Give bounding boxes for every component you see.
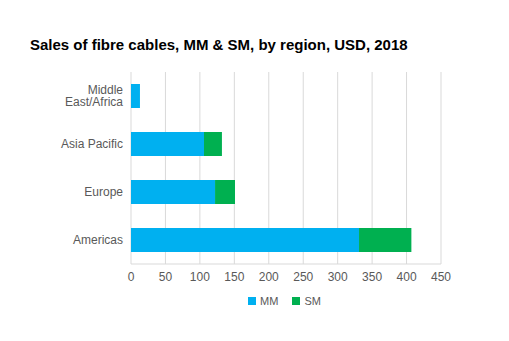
svg-text:50: 50	[159, 270, 173, 284]
svg-text:400: 400	[397, 270, 417, 284]
html-text:Sales of fibre cables, MM & SM: Sales of fibre cables, MM & SM, by regio…	[30, 36, 408, 53]
svg-text:150: 150	[224, 270, 244, 284]
html-text:SM: SM	[304, 295, 321, 307]
svg-text:350: 350	[362, 270, 382, 284]
svg-text:MiddleEast/Africa: MiddleEast/Africa	[65, 83, 123, 109]
svg-text:Asia Pacific: Asia Pacific	[61, 137, 123, 151]
svg-text:Americas: Americas	[73, 233, 123, 247]
svg-text:0: 0	[128, 270, 135, 284]
svg-text:Europe: Europe	[84, 185, 123, 199]
svg-text:450: 450	[431, 270, 451, 284]
svg-text:100: 100	[190, 270, 210, 284]
svg-text:300: 300	[328, 270, 348, 284]
svg-text:250: 250	[293, 270, 313, 284]
html-text:MM: MM	[260, 295, 279, 307]
svg-text:200: 200	[259, 270, 279, 284]
